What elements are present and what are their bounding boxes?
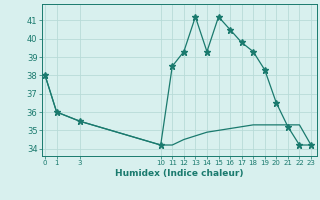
- X-axis label: Humidex (Indice chaleur): Humidex (Indice chaleur): [115, 169, 244, 178]
